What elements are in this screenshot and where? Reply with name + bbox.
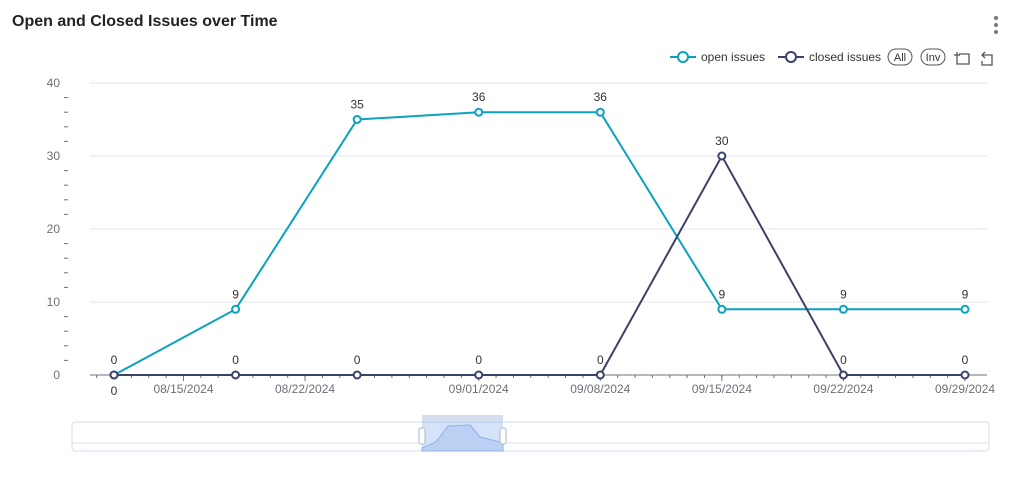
x-tick-label: 08/22/2024 — [275, 382, 335, 396]
data-point[interactable] — [838, 370, 848, 380]
x-tick-label: 09/01/2024 — [449, 382, 509, 396]
data-label: 9 — [962, 287, 969, 301]
data-label: 9 — [719, 287, 726, 301]
data-label: 9 — [840, 287, 847, 301]
data-point[interactable] — [595, 370, 605, 380]
data-label: 0 — [962, 353, 969, 367]
data-label: 36 — [594, 90, 608, 104]
data-label: 0 — [354, 353, 361, 367]
data-label: 35 — [350, 98, 364, 112]
data-label: 0 — [232, 353, 239, 367]
data-label: 0 — [111, 384, 118, 398]
button-label: Inv — [926, 52, 941, 64]
y-tick-label: 0 — [53, 368, 60, 382]
data-label: 36 — [472, 90, 486, 104]
legend-marker — [785, 51, 797, 63]
slider-selected-range[interactable] — [422, 422, 503, 451]
data-zoom-slider[interactable] — [71, 415, 990, 452]
all-button[interactable]: All — [887, 48, 913, 66]
data-point[interactable] — [595, 107, 605, 117]
y-tick-label: 40 — [47, 76, 61, 90]
data-label: 0 — [597, 353, 604, 367]
slider-move-handle[interactable] — [422, 415, 503, 423]
y-tick-label: 10 — [47, 295, 61, 309]
data-point[interactable] — [960, 370, 970, 380]
data-point[interactable] — [231, 304, 241, 314]
x-tick-label: 09/22/2024 — [813, 382, 873, 396]
legend-label: closed issues — [809, 50, 881, 64]
slider-handle-left[interactable] — [418, 427, 426, 445]
data-point[interactable] — [838, 304, 848, 314]
chart-title: Open and Closed Issues over Time — [12, 13, 278, 30]
series-line-closed — [114, 153, 965, 376]
series-line-open — [113, 111, 965, 376]
data-label: 9 — [232, 287, 239, 301]
x-tick-label: 09/08/2024 — [570, 382, 630, 396]
slider-preview-area — [421, 424, 504, 452]
zoom-reset-icon[interactable] — [981, 51, 993, 66]
data-point[interactable] — [231, 370, 241, 380]
more-options-icon[interactable] — [992, 16, 1000, 38]
data-label: 0 — [840, 353, 847, 367]
button-label: All — [894, 52, 906, 64]
data-label: 0 — [475, 353, 482, 367]
data-point[interactable] — [960, 304, 970, 314]
data-point[interactable] — [109, 370, 119, 380]
y-tick-label: 30 — [47, 149, 61, 163]
data-point[interactable] — [474, 370, 484, 380]
data-point[interactable] — [352, 115, 362, 124]
y-tick-label: 20 — [47, 222, 61, 236]
legend-item-open[interactable]: open issues — [670, 50, 765, 64]
x-tick-label: 08/15/2024 — [153, 382, 213, 396]
legend-marker — [677, 51, 689, 63]
data-point[interactable] — [352, 370, 362, 380]
zoom-select-icon[interactable] — [954, 52, 970, 65]
legend-label: open issues — [701, 50, 765, 64]
legend-item-closed[interactable]: closed issues — [778, 50, 881, 64]
x-tick-label: 09/29/2024 — [935, 382, 995, 396]
data-label: 0 — [111, 353, 118, 367]
data-point[interactable] — [717, 304, 727, 314]
slider-track — [71, 421, 990, 452]
invert-button[interactable]: Inv — [920, 48, 946, 66]
x-tick-label: 09/15/2024 — [692, 382, 752, 396]
button-outline — [887, 48, 913, 66]
button-outline — [920, 48, 946, 66]
data-point[interactable] — [474, 107, 484, 117]
slider-handle-right[interactable] — [499, 427, 507, 445]
data-label: 30 — [715, 134, 729, 148]
data-point[interactable] — [717, 151, 727, 161]
